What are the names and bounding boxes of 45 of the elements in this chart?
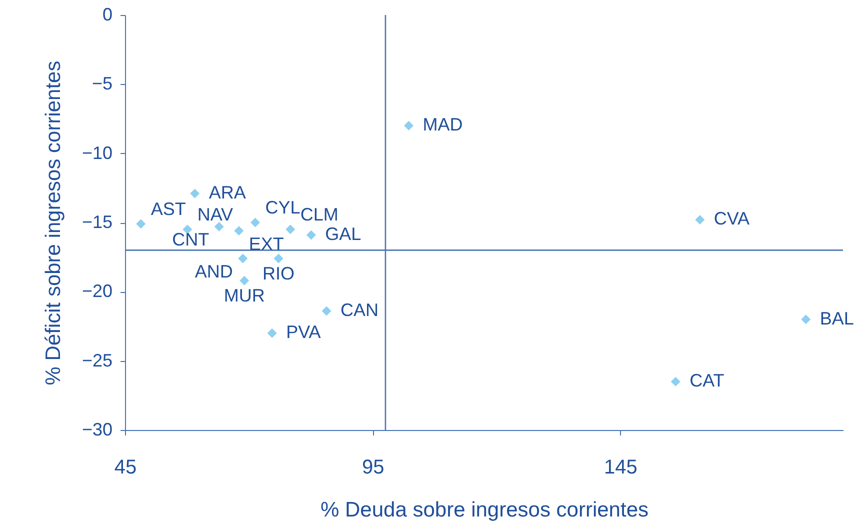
point (322, 306, 332, 316)
y-tick-label: −5 (92, 74, 112, 94)
point (404, 120, 414, 130)
point (267, 328, 277, 338)
series-label: AST (150, 198, 186, 219)
series-label: NAV (197, 204, 234, 224)
series-label: ARA (208, 182, 246, 202)
point (695, 214, 705, 224)
series-label: EXT (248, 234, 284, 254)
point (801, 314, 811, 324)
series-label: CNT (172, 230, 210, 250)
series-label: CLM (300, 204, 338, 224)
point (234, 226, 244, 236)
point (306, 230, 316, 240)
point (274, 254, 284, 264)
series-label: RIO (262, 263, 295, 284)
point (670, 376, 680, 386)
y-tick-label: −10 (82, 142, 112, 163)
series-label: CAT (690, 370, 724, 391)
series-label: MUR (224, 286, 265, 306)
point (136, 219, 146, 229)
y-tick-label: 0 (102, 4, 112, 24)
point (240, 276, 250, 286)
series-label: BAL (820, 308, 854, 328)
point (190, 188, 200, 198)
point (286, 224, 296, 234)
series-label: MAD (422, 114, 463, 135)
point (250, 218, 260, 228)
x-tick-label: 145 (604, 456, 638, 478)
series-label: PVA (286, 322, 321, 342)
y-tick-label: −15 (82, 212, 112, 232)
series-label: GAL (325, 224, 362, 244)
y-tick-label: −25 (82, 350, 112, 370)
series-label: CAN (340, 300, 379, 320)
x-tick-label: 95 (362, 456, 384, 478)
point (238, 254, 248, 264)
point (214, 222, 224, 232)
y-axis-title: % Déficit sobre ingresos corrientes (42, 60, 65, 386)
y-tick-label: −20 (82, 281, 112, 302)
x-tick-label: 45 (114, 456, 137, 478)
y-tick-label: −30 (82, 420, 112, 440)
x-axis-title: % Deuda sobre ingresos corrientes (320, 498, 649, 522)
series-label: CVA (714, 208, 750, 229)
series-label: AND (194, 261, 233, 282)
series-label: CYL (265, 198, 300, 218)
